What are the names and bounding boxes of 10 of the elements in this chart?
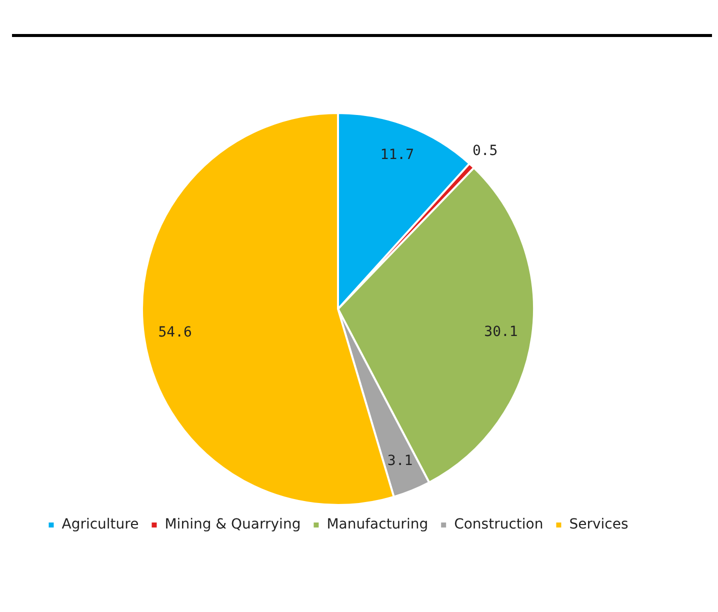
legend-label: Services bbox=[569, 516, 628, 533]
data-label: 11.7 bbox=[380, 147, 414, 163]
data-label: 3.1 bbox=[387, 453, 413, 470]
data-label: 0.5 bbox=[472, 143, 498, 160]
data-label: 30.1 bbox=[484, 324, 518, 340]
legend-label: Manufacturing bbox=[326, 516, 428, 533]
legend-label: Mining & Quarrying bbox=[164, 516, 301, 533]
data-label: 54.6 bbox=[158, 324, 192, 340]
legend-label: Agriculture bbox=[62, 516, 139, 533]
legend-label: Construction bbox=[454, 516, 544, 533]
